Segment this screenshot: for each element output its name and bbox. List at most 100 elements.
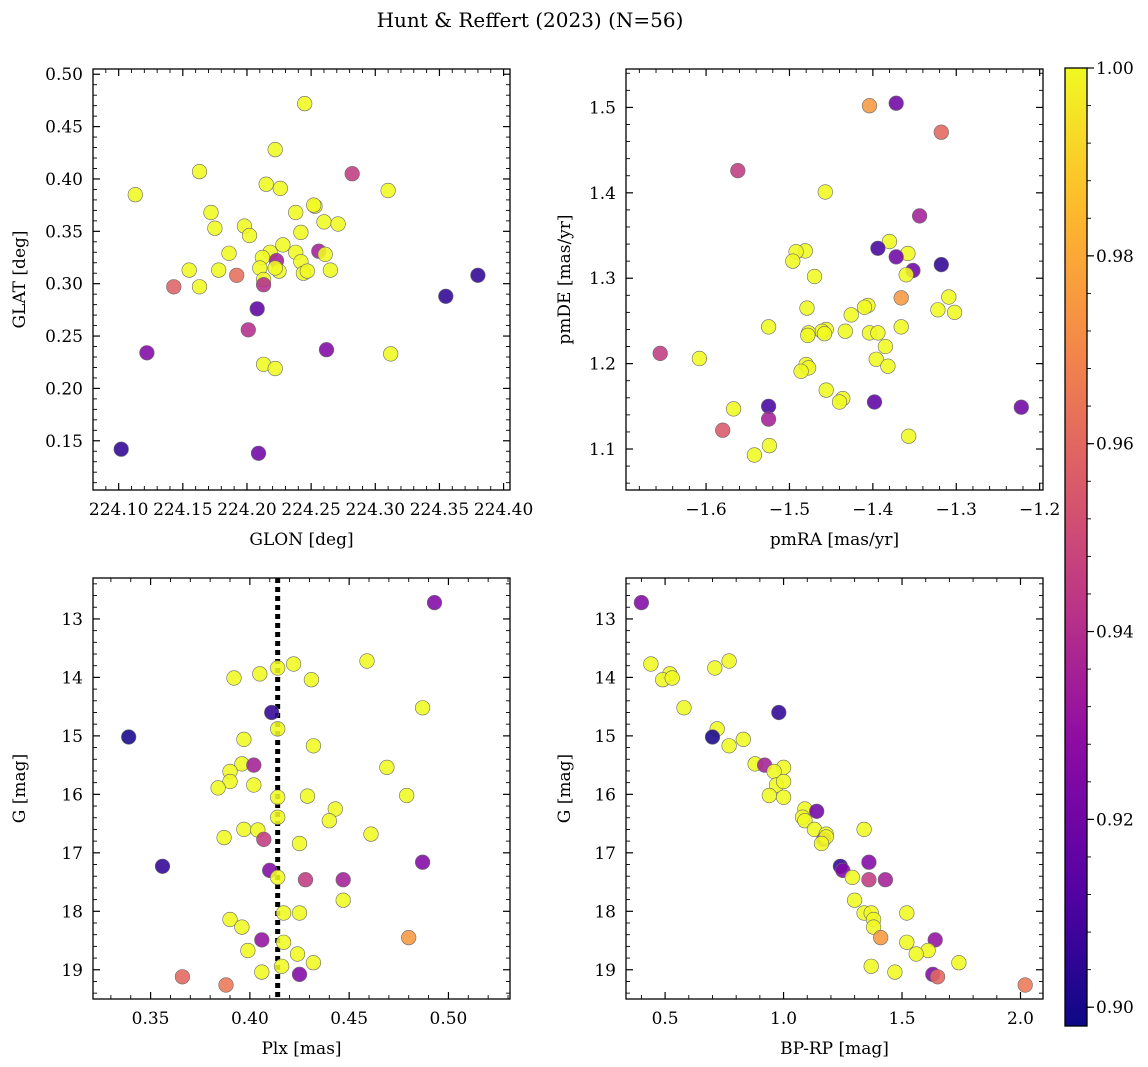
y-tick-label: 0.15 — [45, 432, 83, 452]
scatter-points — [113, 95, 486, 461]
y-tick-label: 0.20 — [45, 379, 83, 399]
x-tick-label: 224.15 — [153, 500, 212, 520]
x-tick-label: −1.5 — [769, 500, 810, 520]
data-point — [330, 216, 346, 232]
y-tick-label: 17 — [594, 844, 616, 864]
data-point — [297, 872, 314, 888]
data-point — [191, 279, 208, 295]
y-tick-label: 0.30 — [45, 275, 83, 295]
data-point — [246, 757, 262, 773]
data-point — [234, 919, 250, 935]
data-point — [274, 958, 290, 974]
data-point — [664, 670, 680, 686]
data-point — [291, 905, 308, 921]
y-tick-label: 13 — [594, 610, 616, 630]
data-point — [241, 227, 258, 244]
y-tick-label: 14 — [61, 668, 83, 688]
data-point — [236, 821, 252, 838]
data-point — [730, 163, 746, 179]
data-point — [267, 360, 283, 377]
data-point — [415, 854, 431, 870]
data-point — [254, 932, 270, 948]
data-point — [317, 246, 333, 262]
data-point — [270, 809, 286, 825]
data-point — [809, 803, 825, 819]
y-tick-label: 0.45 — [45, 118, 83, 138]
data-point — [286, 656, 302, 672]
data-point — [908, 946, 924, 962]
data-point — [288, 204, 304, 221]
x-tick-label: −1.2 — [1019, 500, 1060, 520]
data-point — [760, 319, 777, 335]
y-axis-label: GLAT [deg] — [10, 230, 30, 328]
data-point — [929, 969, 946, 985]
data-point — [299, 788, 316, 804]
data-point — [887, 964, 903, 980]
data-point — [363, 826, 379, 842]
colorbar-frame — [1064, 67, 1088, 1027]
data-point — [633, 594, 650, 611]
data-point — [1013, 399, 1029, 415]
data-point — [399, 787, 415, 804]
panel-bprp-g: 0.5 1.0 1.5 2.0 13 14 15 16 17 18 19 BP-RP [mag] G [… — [555, 577, 1044, 1059]
data-point — [893, 319, 909, 335]
y-tick-label: 19 — [61, 961, 83, 981]
data-point — [930, 302, 946, 318]
x-tick-label: 224.25 — [281, 500, 340, 520]
data-point — [861, 98, 878, 114]
data-point — [941, 289, 957, 305]
data-point — [707, 660, 723, 676]
data-point — [203, 204, 219, 221]
data-point — [121, 729, 137, 745]
colorbar-tick-label: 0.94 — [1096, 623, 1134, 643]
data-point — [216, 829, 232, 846]
plot-frame — [625, 577, 1044, 1000]
x-tick-label: −1.4 — [852, 500, 893, 520]
y-tick-label: 1.4 — [589, 184, 616, 204]
y-tick-label: 13 — [61, 610, 83, 630]
data-point — [166, 279, 182, 295]
scatter-points — [633, 594, 1033, 993]
data-point — [221, 245, 237, 261]
data-point — [154, 858, 171, 874]
y-tick-label: 1.1 — [589, 440, 616, 460]
data-point — [293, 224, 309, 240]
data-point — [793, 363, 809, 379]
x-tick-label: 0.50 — [430, 1009, 468, 1029]
data-point — [856, 821, 872, 838]
y-tick-label: 0.35 — [45, 222, 83, 242]
figure-title: Hunt & Reffert (2023) (N=56) — [377, 8, 684, 32]
data-point — [297, 95, 313, 112]
data-point — [877, 872, 894, 888]
data-point — [870, 240, 886, 256]
x-axis-label: pmRA [mas/yr] — [770, 530, 899, 550]
x-tick-label: 2.0 — [1007, 1009, 1034, 1029]
x-tick-label: 0.40 — [231, 1009, 269, 1029]
data-point — [746, 447, 763, 463]
data-point — [704, 729, 721, 745]
y-tick-label: 0.25 — [45, 327, 83, 347]
data-point — [817, 184, 833, 200]
data-point — [735, 731, 751, 748]
data-point — [844, 869, 860, 886]
x-tick-label: 224.40 — [474, 500, 533, 520]
colorbar-tick-label: 0.98 — [1096, 247, 1134, 267]
data-point — [775, 773, 792, 790]
data-point — [797, 813, 813, 829]
data-point — [207, 220, 223, 236]
y-tick-label: 18 — [594, 902, 616, 922]
data-point — [318, 342, 335, 358]
x-tick-label: 224.10 — [89, 500, 148, 520]
data-point — [880, 358, 896, 374]
y-tick-label: 18 — [61, 902, 83, 922]
data-point — [760, 411, 777, 427]
x-tick-label: 0.5 — [652, 1009, 679, 1029]
panel-pmra-pmde: −1.6 −1.5 −1.4 −1.3 −1.2 1.1 1.2 1.3 1.4 1.5 pmRA … — [555, 68, 1060, 550]
y-tick-label: 15 — [61, 727, 83, 747]
data-point — [865, 919, 882, 935]
y-tick-label: 1.2 — [589, 355, 616, 375]
data-point — [725, 401, 742, 417]
scatter-points — [121, 594, 443, 993]
data-point — [316, 214, 332, 230]
